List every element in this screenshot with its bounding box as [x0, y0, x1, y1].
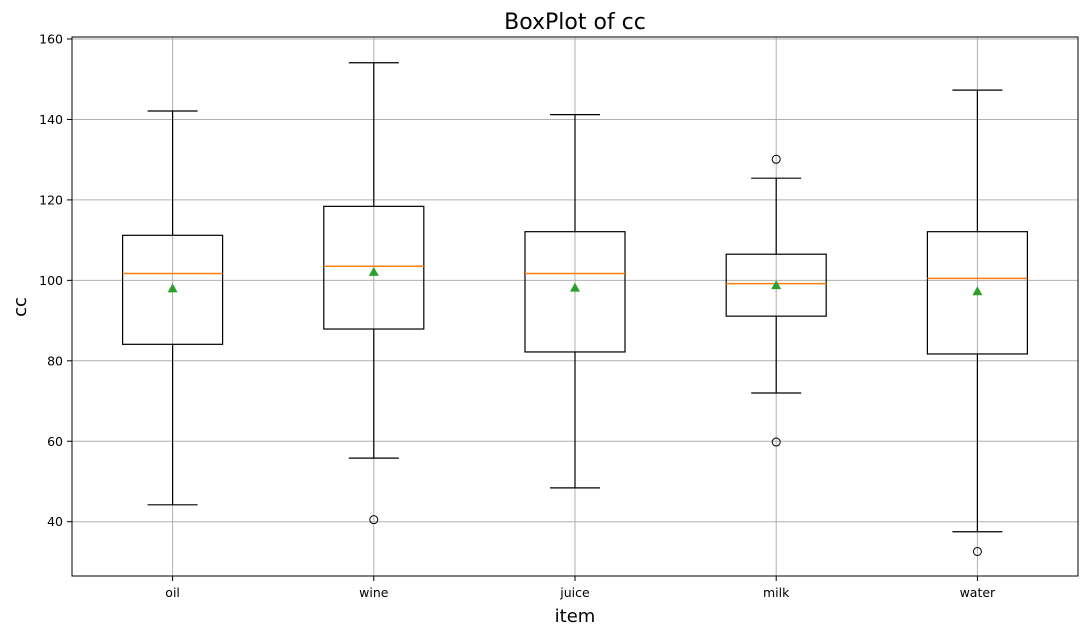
- iqr-box: [121, 234, 224, 345]
- mean-marker: [167, 283, 178, 293]
- iqr-box: [524, 231, 626, 353]
- box-water: [926, 89, 1029, 556]
- box-oil: [121, 110, 224, 506]
- mean-marker: [570, 282, 580, 292]
- x-tick-label: wine: [359, 585, 389, 600]
- outlier-point: [771, 154, 781, 164]
- x-tick-label: juice: [559, 585, 590, 600]
- box-group: [121, 62, 1029, 556]
- x-axis-ticks: oil wine juice milk water: [165, 576, 996, 600]
- iqr-box: [926, 231, 1029, 355]
- y-tick-label: 160: [39, 32, 63, 47]
- y-axis-ticks: 40 60 80 100 120 140 160: [39, 32, 72, 529]
- y-tick-label: 60: [47, 434, 63, 449]
- mean-marker: [771, 280, 782, 290]
- box-wine: [323, 62, 425, 525]
- box-juice: [524, 114, 626, 489]
- x-axis-label: item: [555, 606, 596, 627]
- mean-marker: [972, 286, 983, 296]
- iqr-box: [323, 205, 425, 330]
- chart-title: BoxPlot of cc: [504, 10, 646, 35]
- outlier-point: [369, 515, 379, 525]
- outlier-point: [771, 437, 781, 447]
- y-tick-label: 100: [39, 273, 63, 288]
- mean-marker: [368, 266, 379, 276]
- y-tick-label: 140: [39, 112, 63, 127]
- y-tick-label: 120: [39, 192, 63, 207]
- box-milk: [725, 154, 827, 447]
- x-tick-label: milk: [763, 585, 790, 600]
- iqr-box: [725, 253, 827, 317]
- x-tick-label: oil: [165, 585, 180, 600]
- y-tick-label: 40: [47, 514, 63, 529]
- x-tick-label: water: [960, 585, 996, 600]
- y-tick-label: 80: [47, 353, 63, 368]
- y-axis-label: cc: [10, 297, 31, 317]
- outlier-point: [972, 546, 982, 556]
